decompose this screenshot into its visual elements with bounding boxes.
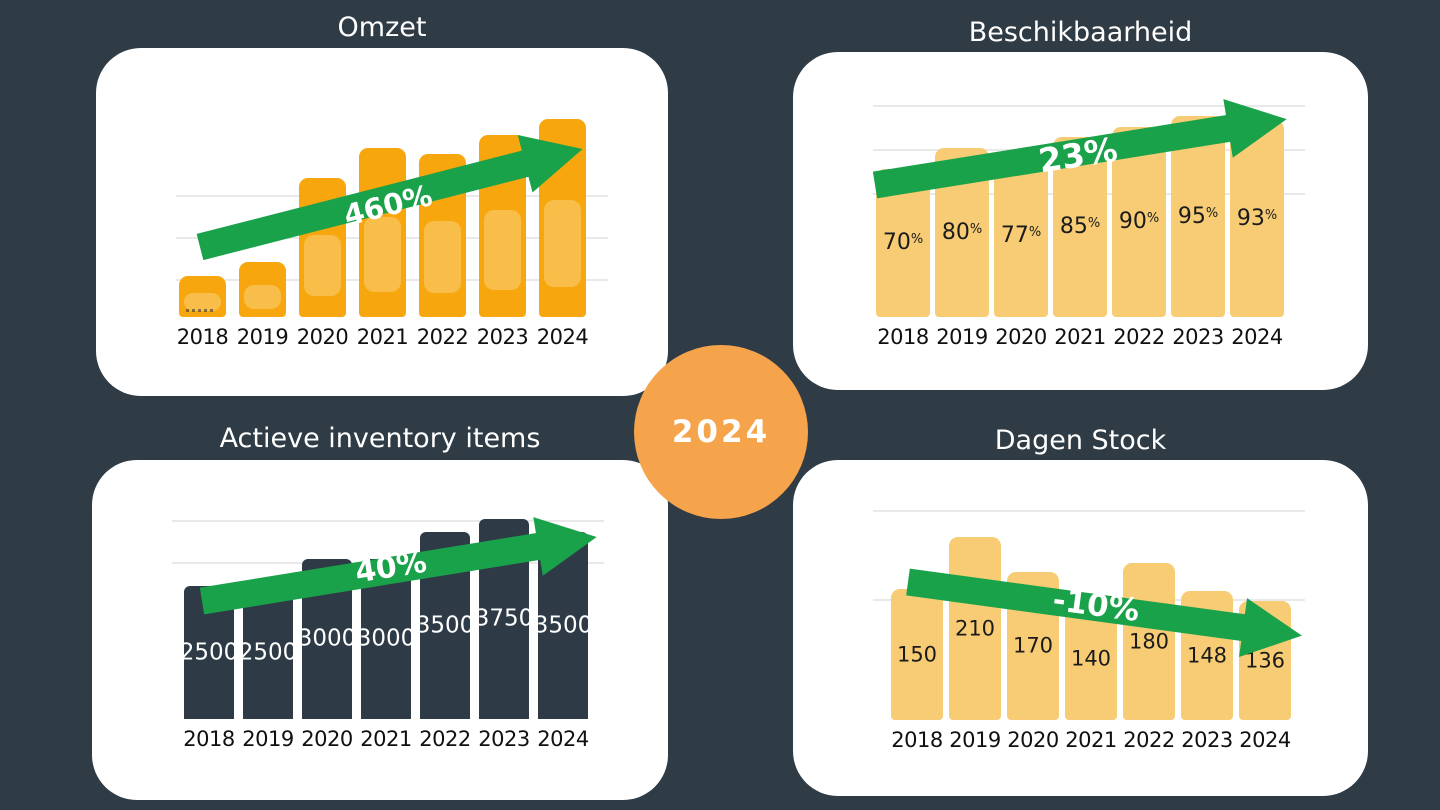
- actieve_inventory_items-bar-2019: 2500: [239, 586, 297, 719]
- x-axis-label: 2021: [356, 325, 409, 349]
- omzet-chart-card: 2018 2019 2020 2021 2022 2023 2024 460%: [96, 48, 668, 396]
- dagen_stock-bar-2022: 180: [1123, 563, 1175, 720]
- x-axis-label: 2023: [476, 325, 529, 349]
- bar-value-label: 148: [1186, 643, 1228, 667]
- bar-value-label: 3750: [474, 605, 534, 632]
- chart-title-beschikbaarheid: Beschikbaarheid: [968, 17, 1193, 48]
- bar-value-label: 140: [1070, 646, 1112, 671]
- dagen_stock-bar-2019: 210: [949, 537, 1001, 720]
- x-axis-label: 2022: [419, 727, 471, 751]
- bar-column-2019: 2500 2019: [239, 586, 297, 759]
- omzet-bar-2021: [359, 148, 406, 317]
- x-axis-label: 2019: [242, 727, 294, 751]
- omzet-bar-chart: 2018 2019 2020 2021 2022 2023 2024: [176, 119, 589, 357]
- gridline: [172, 520, 604, 522]
- bar-value-label: 70%: [882, 230, 924, 255]
- bar-column-2018: 2018: [176, 276, 229, 357]
- x-axis-label: 2019: [236, 325, 289, 349]
- bar-value-label: 2500: [179, 639, 239, 665]
- x-axis-label: 2024: [1231, 325, 1283, 349]
- bar-value-label: 93%: [1236, 205, 1278, 231]
- bar-highlight: [184, 292, 221, 311]
- x-axis-label: 2023: [1172, 325, 1224, 349]
- bar-value-label: 150: [896, 642, 938, 666]
- x-axis-label: 2020: [995, 325, 1047, 349]
- omzet-bar-2018: [179, 276, 226, 317]
- gridline: [873, 510, 1305, 512]
- x-axis-label: 2021: [1054, 325, 1106, 349]
- bar-value-label: 3000: [297, 625, 357, 652]
- bar-value-label: 180: [1128, 629, 1170, 653]
- bar-value-label: 95%: [1177, 203, 1219, 229]
- dagen-stock-chart-card: 150 2018 210 2019 170 2020 140 2021 180 2022 148 20…: [793, 460, 1368, 796]
- x-axis-label: 2019: [949, 728, 1001, 752]
- bar-value-label: 170: [1012, 633, 1054, 658]
- x-axis-label: 2018: [183, 727, 235, 751]
- bar-value-label: 85%: [1059, 214, 1101, 239]
- x-axis-label: 2020: [1007, 728, 1059, 752]
- bar-value-label: 3000: [356, 625, 416, 652]
- x-axis-label: 2018: [176, 325, 229, 349]
- x-axis-label: 2019: [936, 325, 988, 349]
- chart-title-dagen-stock: Dagen Stock: [994, 425, 1167, 456]
- trend-arrow-up-icon: [872, 99, 1287, 199]
- bar-column-2022: 180 2022: [1123, 563, 1175, 760]
- x-axis-label: 2023: [478, 727, 530, 751]
- bar-column-2020: 77% 2020: [994, 154, 1048, 357]
- year-badge: 2024: [634, 345, 808, 519]
- bar-value-label: 3500: [415, 612, 475, 638]
- trend-arrow-down-icon: [906, 568, 1302, 658]
- dagen_stock-bar-2018: 150: [891, 589, 943, 720]
- trend-arrow-up-icon: [199, 517, 597, 615]
- x-axis-label: 2021: [1065, 728, 1117, 752]
- bar-value-label: 80%: [941, 219, 983, 245]
- chart-title-omzet: Omzet: [337, 12, 427, 43]
- bar-highlight: [364, 217, 401, 292]
- trend-arrow-up-icon: [196, 134, 583, 261]
- x-axis-label: 2022: [416, 325, 469, 349]
- bar-value-label: 210: [954, 616, 996, 640]
- bar-value-label: 90%: [1118, 209, 1160, 234]
- x-axis-label: 2024: [537, 727, 589, 751]
- x-axis-label: 2022: [1113, 325, 1165, 349]
- bar-highlight: [484, 209, 521, 290]
- x-axis-label: 2024: [1239, 728, 1291, 752]
- bar-value-label: 77%: [1000, 222, 1042, 248]
- x-axis-label: 2020: [296, 325, 349, 349]
- x-axis-label: 2022: [1123, 728, 1175, 752]
- gridline: [873, 105, 1305, 107]
- bar-highlight: [424, 220, 461, 293]
- bar-column-2018: 150 2018: [891, 589, 943, 760]
- bar-column-2021: 2021: [356, 148, 409, 357]
- x-axis-label: 2018: [891, 728, 943, 752]
- x-axis-label: 2024: [536, 325, 589, 349]
- bar-highlight: [544, 200, 581, 288]
- bar-value-label: 3500: [533, 612, 593, 638]
- x-axis-label: 2020: [301, 727, 353, 751]
- beschikbaarheid-chart-card: 70% 2018 80% 2019 77% 2020 85% 2021 90% 2022 95% 20…: [793, 52, 1368, 390]
- x-axis-label: 2023: [1181, 728, 1233, 752]
- chart-title-actieve-inventory-items: Actieve inventory items: [219, 423, 541, 454]
- bar-column-2021: 140 2021: [1065, 598, 1117, 760]
- beschikbaarheid-bar-2020: 77%: [994, 154, 1048, 317]
- x-axis-label: 2018: [877, 325, 929, 349]
- bar-column-2021: 3000 2021: [357, 559, 415, 759]
- x-axis-label: 2021: [360, 727, 412, 751]
- year-badge-label: 2024: [671, 414, 771, 450]
- actieve-inventory-chart-card: 2500 2018 2500 2019 3000 2020 3000 2021 3500 2022…: [92, 460, 668, 800]
- omzet-bar-2019: [239, 262, 286, 317]
- bar-column-2019: 210 2019: [949, 537, 1001, 760]
- bar-highlight: [244, 284, 281, 309]
- bar-highlight: [304, 235, 341, 297]
- bar-column-2019: 2019: [236, 262, 289, 357]
- bar-value-label: 2500: [238, 639, 298, 665]
